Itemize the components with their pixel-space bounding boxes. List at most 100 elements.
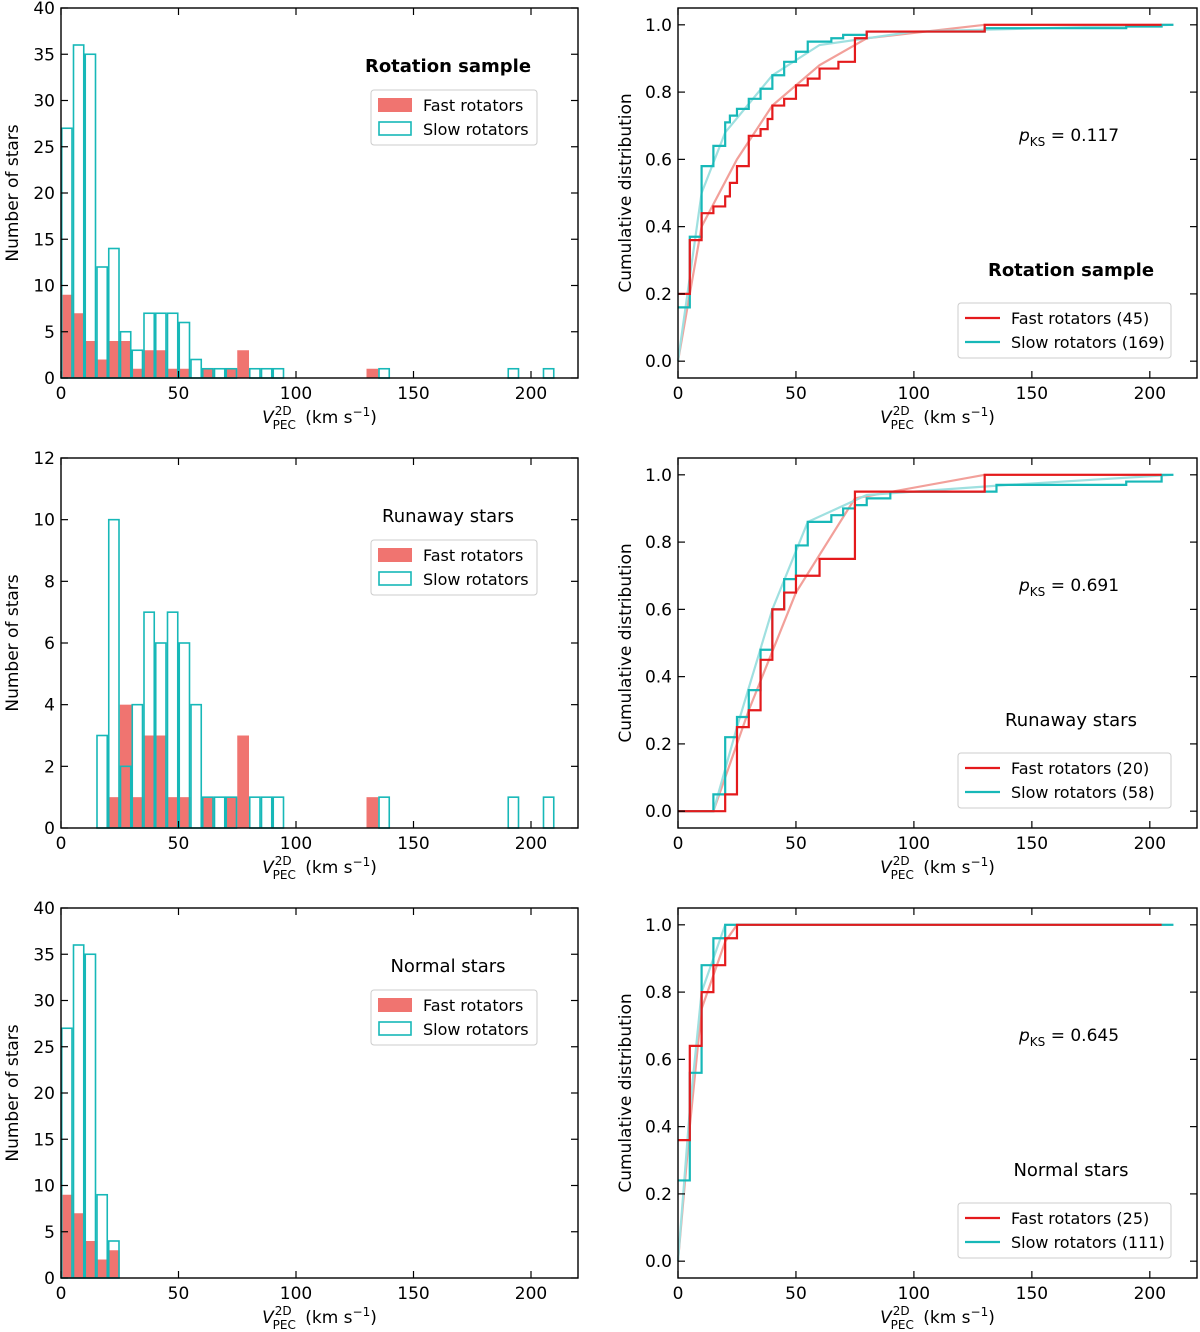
bar-slow — [507, 367, 520, 379]
bar-slow — [213, 796, 226, 829]
x-tick-label: 150 — [397, 834, 429, 854]
y-tick-label: 40 — [33, 0, 55, 19]
legend-box — [957, 302, 1172, 359]
x-tick-label: 50 — [168, 384, 190, 404]
bar-fast — [108, 797, 120, 828]
x-axis-label: V2D PEC (km s−1) — [262, 854, 377, 882]
y-tick-label: 4 — [44, 696, 55, 716]
bar-fast — [108, 1250, 120, 1278]
x-label-sub: PEC — [273, 868, 296, 882]
x-tick-label: 200 — [1134, 834, 1166, 854]
x-label-unit-exp: −1 — [353, 405, 371, 419]
x-label-var: V — [880, 858, 893, 878]
bar-fast — [202, 368, 214, 378]
plot-area — [678, 473, 1174, 813]
x-tick-label: 100 — [280, 1284, 312, 1304]
bar-slow — [166, 611, 179, 829]
cdf-step-fast — [678, 23, 1162, 296]
bar-fast — [131, 797, 144, 828]
bar-slow — [542, 367, 555, 379]
panel-cdf-runaway: 0 50 100 150 200 0.0 0.2 0.4 0.6 0.8 1.0 V2D PEC (km… — [616, 457, 1198, 882]
p-sub: KS — [1030, 1035, 1046, 1049]
bar-fast — [166, 368, 179, 378]
x-tick-label: 50 — [785, 1284, 807, 1304]
x-tick-label: 0 — [56, 834, 67, 854]
legend-label-slow: Slow rotators — [423, 570, 529, 589]
x-label-unit-exp: −1 — [971, 855, 989, 869]
x-label-unit-close: ) — [988, 858, 995, 878]
bar-slow — [84, 53, 97, 379]
y-tick-label: 25 — [33, 1038, 55, 1058]
x-axis-label: V2D PEC (km s−1) — [880, 854, 995, 882]
y-tick-label: 0.0 — [645, 1252, 672, 1272]
bar-slow — [272, 796, 285, 829]
x-axis-label: V2D PEC (km s−1) — [262, 404, 377, 432]
legend-label-fast: Fast rotators — [423, 96, 523, 115]
bar-fast — [155, 350, 167, 378]
bar-slow — [213, 367, 226, 379]
bar-fast — [366, 797, 379, 828]
x-label-sub: PEC — [891, 1318, 914, 1332]
y-tick-label: 0.6 — [645, 600, 672, 620]
y-tick-label: 0 — [44, 819, 55, 839]
x-tick-label: 150 — [397, 1284, 429, 1304]
legend-box — [957, 1202, 1172, 1259]
bar-slow — [248, 367, 261, 379]
p-value: 0.645 — [1070, 1026, 1119, 1046]
legend-label-slow: Slow rotators (111) — [1011, 1233, 1165, 1252]
y-tick-label: 15 — [33, 1130, 55, 1150]
x-tick-label: 100 — [280, 834, 312, 854]
y-tick-label: 5 — [44, 323, 55, 343]
y-tick-label: 0.4 — [645, 218, 672, 238]
x-label-unit-exp: −1 — [353, 855, 371, 869]
x-tick-label: 50 — [785, 834, 807, 854]
x-tick-label: 150 — [1016, 834, 1048, 854]
x-label-unit-close: ) — [370, 1308, 377, 1328]
x-label-var: V — [880, 1308, 893, 1328]
y-tick-label: 0.4 — [645, 1118, 672, 1138]
bar-slow — [507, 796, 520, 829]
x-label-var: V — [262, 1308, 275, 1328]
bar-fast — [84, 1241, 97, 1278]
panel-title: Normal stars — [1013, 1160, 1128, 1181]
x-tick-label: 50 — [168, 834, 190, 854]
panel-cdf-normal: 0 50 100 150 200 0.0 0.2 0.4 0.6 0.8 1.0 V2D PEC (km… — [616, 907, 1198, 1332]
bar-fast — [96, 1259, 108, 1278]
y-tick-label: 0.2 — [645, 1185, 672, 1205]
y-axis-label: Number of stars — [3, 574, 23, 711]
x-tick-label: 200 — [515, 384, 547, 404]
bar-fast — [61, 294, 73, 378]
x-label-unit: (km s — [300, 1308, 353, 1328]
legend-label-slow: Slow rotators — [423, 1020, 529, 1039]
bar-fast — [61, 1194, 73, 1278]
p-eq: = — [1045, 576, 1070, 596]
x-tick-label: 100 — [898, 834, 930, 854]
panel-title: Normal stars — [390, 956, 505, 977]
p-value-label: pKS = 0.691 — [1018, 576, 1119, 599]
bar-slow — [248, 796, 261, 829]
legend-label-fast: Fast rotators — [423, 996, 523, 1015]
y-tick-label: 2 — [44, 757, 55, 777]
legend-swatch-fast — [378, 998, 412, 1012]
legend-label-slow: Slow rotators (169) — [1011, 333, 1165, 352]
bar-fast — [225, 368, 238, 378]
y-tick-label: 20 — [33, 1084, 55, 1104]
panel-title: Runaway stars — [1005, 710, 1137, 731]
x-tick-label: 150 — [397, 384, 429, 404]
x-label-unit-close: ) — [988, 1308, 995, 1328]
p-sub: KS — [1030, 135, 1046, 149]
p-value-label: pKS = 0.117 — [1018, 126, 1119, 149]
bar-fast — [131, 368, 144, 378]
bar-fast — [225, 797, 238, 828]
y-tick-label: 8 — [44, 572, 55, 592]
bar-fast — [84, 341, 97, 378]
bar-fast — [96, 359, 108, 378]
plot-area — [676, 923, 1174, 1262]
bar-fast — [108, 341, 120, 378]
x-tick-label: 100 — [280, 384, 312, 404]
bar-slow — [166, 312, 179, 379]
panel-cdf-rotation: 0 50 100 150 200 0.0 0.2 0.4 0.6 0.8 1.0 V2D PEC (km… — [616, 7, 1198, 432]
p-value: 0.117 — [1070, 126, 1119, 146]
bar-slow — [107, 518, 120, 829]
bar-fast — [178, 797, 191, 828]
